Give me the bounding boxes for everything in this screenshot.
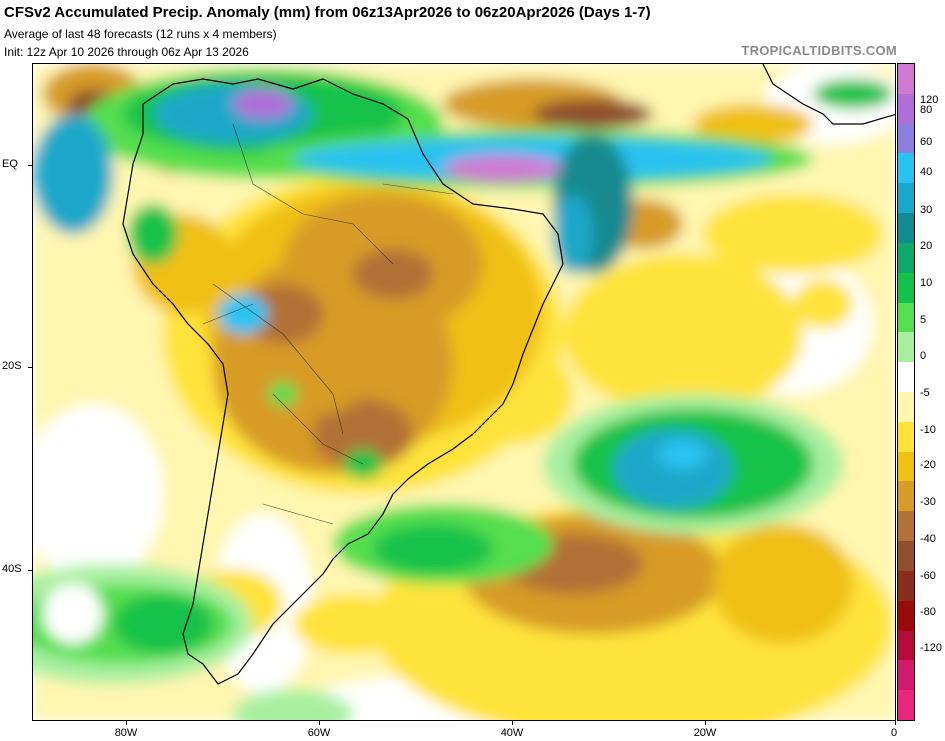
colorbar-segment <box>898 570 914 601</box>
colorbar-segment <box>898 600 914 631</box>
map-title: CFSv2 Accumulated Precip. Anomaly (mm) f… <box>4 4 651 21</box>
colorbar-label: -60 <box>920 570 936 582</box>
precip-anomaly-field <box>33 64 895 720</box>
colorbar-label: 30 <box>920 204 933 216</box>
colorbar-label: 10 <box>920 277 933 289</box>
colorbar-label: 60 <box>920 136 933 148</box>
colorbar-segment <box>898 123 914 154</box>
tick-lat-eq <box>28 165 32 166</box>
lon-label-80w: 80W <box>114 727 138 739</box>
colorbar-label: 5 <box>920 314 927 326</box>
colorbar-label: 0 <box>920 350 927 362</box>
lon-label-0: 0 <box>890 727 898 739</box>
colorbar-label: 80 <box>920 104 933 116</box>
lat-label-40s: 40S <box>2 563 22 575</box>
colorbar-label: -20 <box>920 459 936 471</box>
colorbar-segment <box>898 93 914 124</box>
tick-lon-0 <box>895 721 896 725</box>
tick-lon-40w <box>512 721 513 725</box>
colorbar <box>897 63 915 721</box>
site-credit: TROPICALTIDBITS.COM <box>741 43 897 58</box>
colorbar-segment <box>898 421 914 452</box>
colorbar-label: -5 <box>920 387 930 399</box>
colorbar-segment <box>898 660 914 691</box>
colorbar-segment <box>898 630 914 661</box>
colorbar-segment <box>898 541 914 572</box>
colorbar-segment <box>898 183 914 214</box>
colorbar-segment <box>898 451 914 482</box>
lat-label-eq: EQ <box>2 158 18 170</box>
tick-lon-20w <box>705 721 706 725</box>
colorbar-label: -120 <box>920 642 943 654</box>
init-time: Init: 12z Apr 10 2026 through 06z Apr 13… <box>4 45 249 59</box>
tick-lat-40s <box>28 570 32 571</box>
colorbar-label: 120 <box>920 94 939 106</box>
africa-coastline <box>762 64 895 125</box>
colorbar-segment <box>898 272 914 303</box>
colorbar-segment <box>898 332 914 363</box>
colorbar-segment <box>898 242 914 273</box>
colorbar-segment <box>898 392 914 422</box>
colorbar-label: -30 <box>920 496 936 508</box>
colorbar-segment <box>898 64 914 94</box>
colorbar-segment <box>898 511 914 542</box>
colorbar-segment <box>898 362 914 393</box>
colorbar-segment <box>898 213 914 244</box>
colorbar-segment <box>898 153 914 184</box>
colorbar-segment <box>898 481 914 512</box>
lon-label-20w: 20W <box>693 727 717 739</box>
tick-lon-80w <box>126 721 127 725</box>
colorbar-label: 20 <box>920 240 933 252</box>
colorbar-label: -10 <box>920 424 936 436</box>
south-america-coastline <box>122 78 564 685</box>
map-area <box>32 63 896 721</box>
tick-lon-60w <box>319 721 320 725</box>
colorbar-label: -40 <box>920 533 936 545</box>
lat-label-20s: 20S <box>2 360 22 372</box>
colorbar-label: 40 <box>920 166 933 178</box>
colorbar-segment <box>898 690 914 721</box>
map-subtitle: Average of last 48 forecasts (12 runs x … <box>4 27 277 41</box>
lon-label-40w: 40W <box>500 727 524 739</box>
colorbar-label: -80 <box>920 606 936 618</box>
colorbar-segment <box>898 302 914 333</box>
lon-label-60w: 60W <box>307 727 331 739</box>
internal-borders <box>202 123 454 525</box>
tick-lat-20s <box>28 367 32 368</box>
